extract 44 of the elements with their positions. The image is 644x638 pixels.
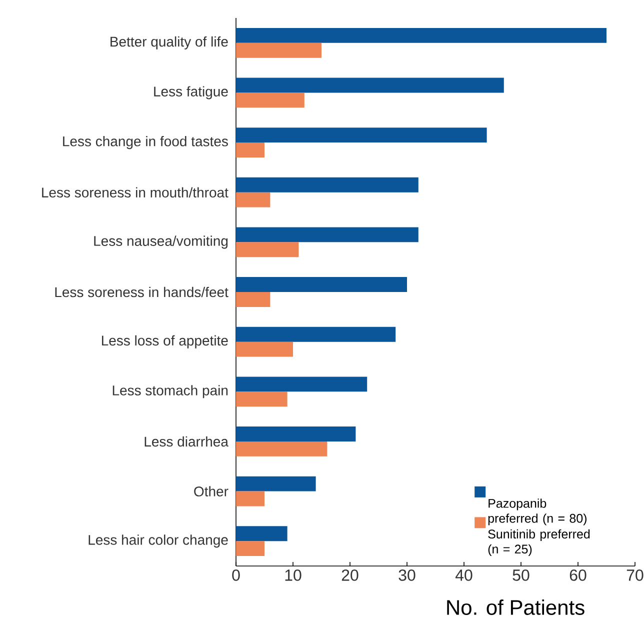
- y-tick-label: Less soreness in mouth/throat: [42, 187, 228, 198]
- bar: [236, 92, 304, 108]
- bar: [236, 78, 504, 93]
- bar: [236, 326, 396, 342]
- x-tick-label: 70: [626, 570, 644, 581]
- x-tick-label: 20: [342, 570, 358, 581]
- bar: [236, 541, 264, 556]
- bar: [236, 42, 322, 58]
- bar: [236, 227, 418, 242]
- bar: [236, 476, 316, 492]
- bar: [236, 128, 487, 143]
- bar: [236, 491, 264, 506]
- y-tick-label: Better quality of life: [110, 36, 228, 50]
- bar: [236, 526, 288, 542]
- bar: [236, 441, 328, 456]
- bar: [236, 142, 264, 158]
- bar: [236, 192, 270, 208]
- x-tick-label: 60: [570, 570, 586, 581]
- y-tick-label: Less diarrhea: [144, 436, 228, 447]
- x-axis-title: No. of Patients: [447, 600, 584, 615]
- bar: [236, 28, 606, 43]
- bar: [236, 392, 288, 407]
- bar: [236, 177, 418, 192]
- x-tick-label: 30: [398, 570, 416, 581]
- y-tick-label: Less stomach pain: [112, 385, 228, 398]
- y-tick-label: Other: [194, 486, 228, 496]
- bar: [236, 242, 299, 258]
- y-tick-label: Less hair color change: [88, 534, 228, 548]
- bar: [236, 277, 407, 292]
- x-tick-label: 10: [285, 570, 302, 581]
- legend-label: Sunitinib preferred (n = 25): [488, 529, 590, 556]
- y-tick-label: Less fatigue: [154, 86, 228, 100]
- legend-label: Pazopanib preferred (n = 80): [488, 498, 586, 526]
- bar: [236, 342, 293, 357]
- bar: [236, 426, 356, 442]
- y-tick-label: Less loss of appetite: [102, 335, 228, 348]
- y-tick-label: Less nausea/vomiting: [94, 236, 228, 249]
- y-tick-label: Less change in food tastes: [63, 136, 228, 150]
- bar: [236, 292, 270, 307]
- bar: [236, 376, 368, 392]
- x-tick-label: 0: [232, 570, 240, 581]
- x-tick-label: 50: [512, 570, 530, 581]
- x-tick-label: 40: [455, 570, 472, 581]
- y-tick-label: Less soreness in hands/feet: [55, 286, 228, 298]
